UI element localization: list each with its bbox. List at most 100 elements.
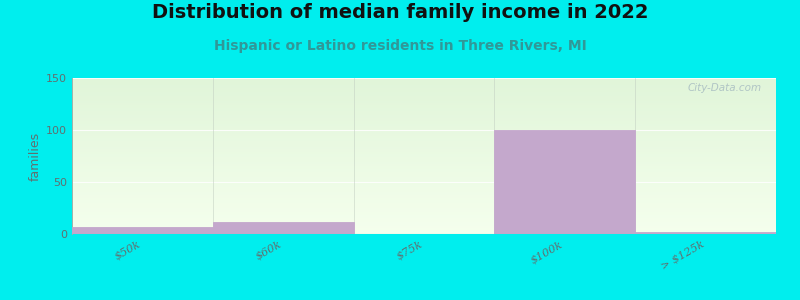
Bar [72, 205, 776, 206]
Bar [72, 99, 776, 100]
Bar [72, 199, 776, 200]
Bar [72, 118, 776, 120]
Bar [72, 113, 776, 114]
Bar [72, 226, 776, 227]
Bar [72, 88, 776, 89]
Bar [72, 171, 776, 172]
Bar [72, 94, 776, 96]
Bar [72, 206, 776, 207]
Bar [72, 141, 776, 142]
Bar [72, 103, 776, 104]
Bar [72, 140, 776, 141]
Bar [72, 122, 776, 123]
Bar [72, 223, 776, 224]
Bar [72, 157, 776, 158]
Bar [72, 156, 776, 157]
Bar [72, 79, 776, 80]
Bar [72, 118, 776, 119]
Bar [72, 78, 776, 79]
Bar [72, 116, 776, 118]
Bar [72, 204, 776, 205]
Text: City-Data.com: City-Data.com [688, 83, 762, 93]
Bar [72, 201, 776, 202]
Bar [72, 108, 776, 109]
Bar [72, 102, 776, 103]
Bar [72, 175, 776, 176]
Bar [72, 178, 776, 179]
Bar [72, 105, 776, 106]
Bar [72, 120, 776, 121]
Bar [72, 231, 776, 232]
Bar [72, 87, 776, 88]
Bar [72, 104, 776, 105]
Bar [72, 221, 776, 223]
Bar [72, 186, 776, 187]
Bar [72, 96, 776, 97]
Bar [72, 211, 776, 212]
Bar [72, 161, 776, 162]
Bar [72, 169, 776, 171]
Bar [72, 174, 776, 175]
Bar [72, 131, 776, 132]
Bar [72, 143, 776, 145]
Bar [72, 142, 776, 143]
Bar [72, 151, 776, 152]
Bar [72, 182, 776, 183]
Bar [72, 145, 776, 146]
Bar [72, 232, 776, 233]
Bar [72, 158, 776, 159]
Bar [72, 187, 776, 188]
Bar [72, 146, 776, 147]
Bar [72, 216, 776, 217]
Bar [72, 110, 776, 111]
Bar [494, 130, 635, 234]
Bar [72, 121, 776, 122]
Bar [72, 125, 776, 126]
Bar [72, 203, 776, 204]
Bar [72, 81, 776, 82]
Y-axis label: families: families [29, 131, 42, 181]
Bar [72, 138, 776, 140]
Bar [72, 224, 776, 225]
Bar [72, 147, 776, 148]
Text: Distribution of median family income in 2022: Distribution of median family income in … [152, 3, 648, 22]
Bar [72, 183, 776, 184]
Bar [72, 200, 776, 201]
Bar [72, 111, 776, 112]
Bar [72, 82, 776, 83]
Bar [72, 212, 776, 213]
Bar [72, 101, 776, 102]
Bar [72, 91, 776, 92]
Bar [72, 198, 776, 199]
Bar [72, 133, 776, 134]
Bar [72, 128, 776, 129]
Bar [72, 160, 776, 161]
Bar [72, 185, 776, 186]
Bar [72, 177, 776, 178]
Bar [72, 153, 776, 154]
Bar [72, 162, 776, 163]
Bar [72, 169, 776, 170]
Bar [72, 83, 776, 84]
Bar [72, 188, 776, 189]
Bar [635, 232, 776, 234]
Bar [72, 167, 776, 169]
Bar [72, 80, 776, 81]
Bar [72, 135, 776, 136]
Bar [72, 228, 776, 229]
Bar [72, 215, 776, 216]
Bar [72, 172, 776, 174]
Bar [72, 112, 776, 113]
Bar [72, 130, 776, 131]
Bar [72, 190, 776, 191]
Bar [72, 154, 776, 155]
Bar [72, 180, 776, 181]
Bar [72, 84, 776, 85]
Bar [72, 148, 776, 149]
Bar [72, 134, 776, 135]
Bar [72, 209, 776, 210]
Bar [72, 210, 776, 211]
Bar [72, 109, 776, 110]
Bar [72, 114, 776, 116]
Bar [72, 136, 776, 137]
